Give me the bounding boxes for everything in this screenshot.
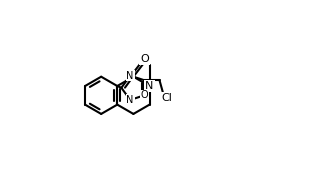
Text: N: N [127, 71, 134, 81]
Text: O: O [141, 90, 148, 100]
Text: N: N [145, 81, 154, 91]
Text: N: N [127, 95, 134, 105]
Text: Cl: Cl [162, 93, 173, 103]
Text: O: O [141, 54, 149, 64]
